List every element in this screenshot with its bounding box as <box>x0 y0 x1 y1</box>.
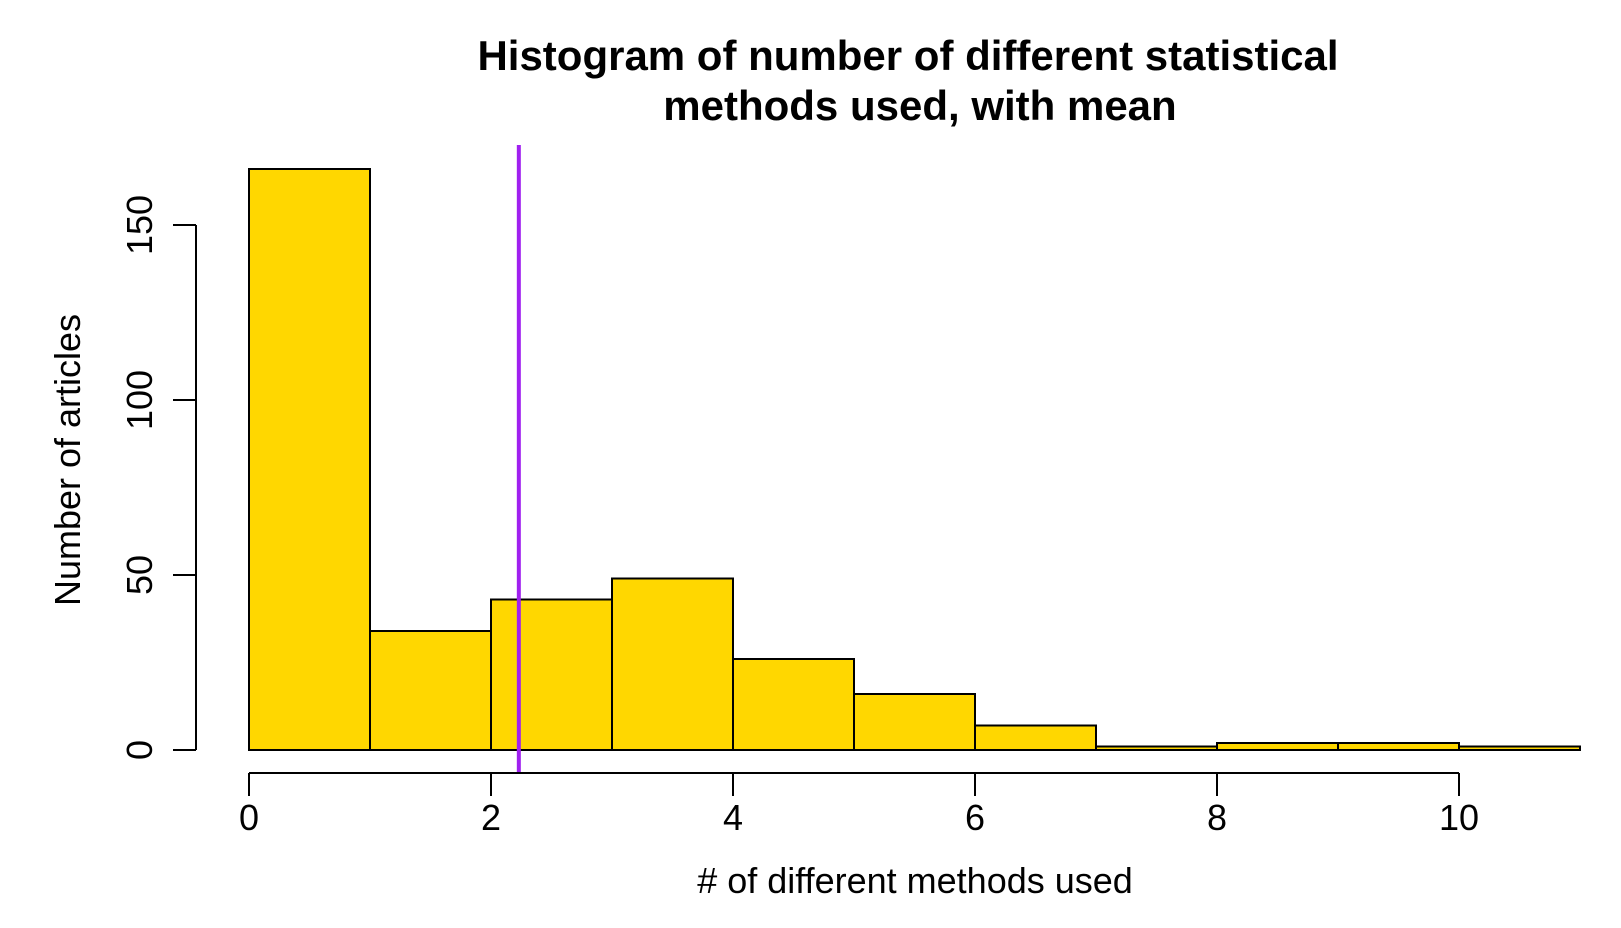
histogram-bar <box>732 658 855 751</box>
histogram-bar <box>1216 742 1339 751</box>
x-tick-label: 8 <box>1207 797 1227 838</box>
histogram-bar <box>1458 745 1581 751</box>
x-tick-label: 4 <box>723 797 743 838</box>
chart-title: Histogram of number of different statist… <box>477 32 1338 129</box>
y-axis-title: Number of articles <box>47 314 88 606</box>
y-axis: 0 50 100 150 <box>119 195 197 760</box>
x-axis: 0 2 4 6 8 10 <box>239 772 1479 838</box>
histogram-bar <box>1095 745 1218 751</box>
x-tick-label: 6 <box>965 797 985 838</box>
y-tick-label: 0 <box>119 740 160 760</box>
histogram-bars <box>248 168 1581 751</box>
x-tick-label: 0 <box>239 797 259 838</box>
histogram-bar <box>974 724 1097 751</box>
x-tick-label: 10 <box>1439 797 1479 838</box>
y-tick-label: 150 <box>119 195 160 255</box>
histogram-bar <box>611 577 734 751</box>
histogram-bar <box>490 598 613 751</box>
x-axis-title: # of different methods used <box>697 860 1133 901</box>
y-tick-label: 50 <box>119 555 160 595</box>
chart-title-line-2: methods used, with mean <box>663 82 1176 129</box>
y-tick-label: 100 <box>119 370 160 430</box>
chart-title-line-1: Histogram of number of different statist… <box>477 32 1338 79</box>
histogram-bar <box>369 630 492 751</box>
histogram-bar <box>248 168 371 751</box>
histogram-bar <box>1337 742 1460 751</box>
x-tick-label: 2 <box>481 797 501 838</box>
histogram-bar <box>853 693 976 751</box>
